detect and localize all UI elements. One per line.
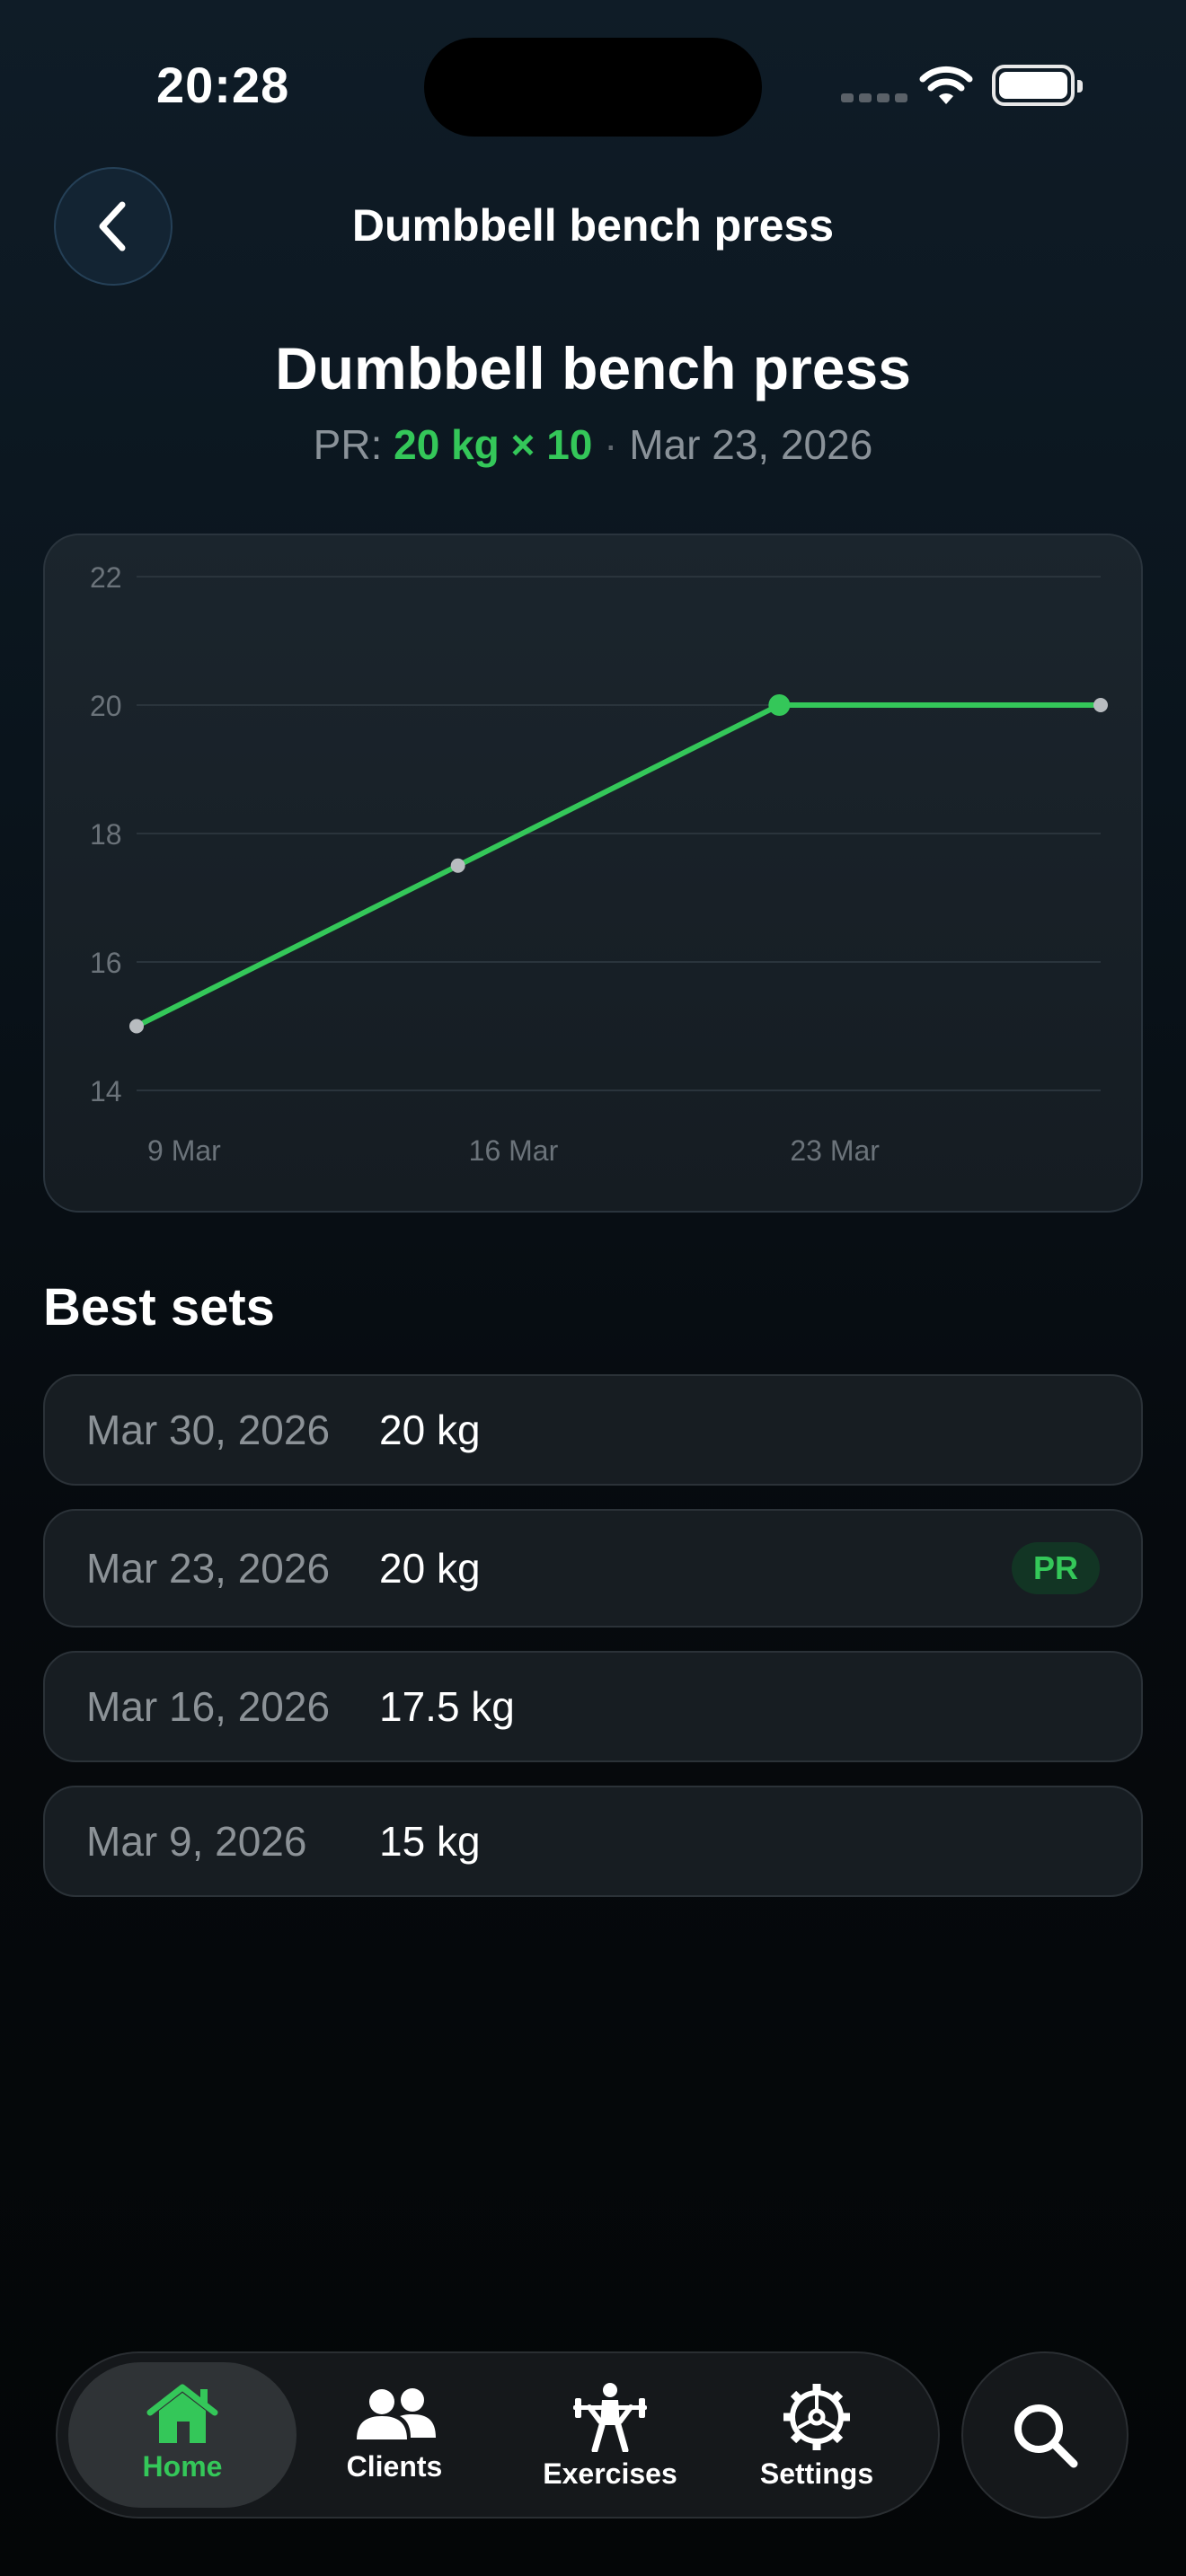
tab-label: Settings [759, 2457, 874, 2490]
status-bar: 20:28 [0, 0, 1186, 171]
pr-label: PR: [313, 421, 383, 468]
pr-separator: · [604, 421, 618, 468]
chart-point [129, 1019, 144, 1034]
progress-chart-card: 14 16 18 20 22 9 Mar 16 Mar 23 Mar [43, 534, 1143, 1213]
tab-home[interactable]: Home [68, 2362, 296, 2508]
wifi-icon [919, 66, 973, 104]
weightlifter-icon [573, 2383, 647, 2452]
tab-settings[interactable]: Settings [713, 2362, 920, 2508]
set-weight: 17.5 kg [379, 1683, 515, 1730]
chart-y-tick-label: 22 [90, 561, 122, 594]
best-set-row[interactable]: Mar 23, 2026 20 kg PR [43, 1509, 1143, 1628]
status-time: 20:28 [156, 57, 290, 113]
set-weight: 20 kg [379, 1545, 481, 1592]
set-date: Mar 23, 2026 [86, 1545, 331, 1592]
set-date: Mar 30, 2026 [86, 1407, 331, 1453]
back-button[interactable] [54, 167, 173, 286]
chart-x-tick-label: 16 Mar [469, 1134, 559, 1167]
battery-icon [992, 65, 1083, 106]
best-set-row[interactable]: Mar 30, 2026 20 kg [43, 1374, 1143, 1486]
tab-label: Clients [346, 2450, 443, 2483]
tab-label: Exercises [543, 2457, 677, 2490]
chart-pr-point [768, 694, 791, 716]
home-icon [146, 2384, 218, 2443]
tab-bar: Home Clients Exercises [56, 2351, 940, 2519]
chart-y-tick-label: 14 [90, 1075, 122, 1107]
gear-icon [783, 2384, 850, 2450]
nav-title: Dumbbell bench press [351, 200, 835, 251]
best-set-row[interactable]: Mar 9, 2026 15 kg [43, 1786, 1143, 1897]
set-date: Mar 16, 2026 [86, 1683, 331, 1730]
progress-chart: 14 16 18 20 22 9 Mar 16 Mar 23 Mar [90, 561, 1108, 1167]
tab-label: Home [142, 2450, 223, 2483]
chart-y-tick-label: 20 [90, 690, 122, 722]
best-sets-title: Best sets [43, 1278, 275, 1337]
search-button[interactable] [961, 2351, 1128, 2519]
search-icon [1014, 2404, 1078, 2468]
set-weight: 20 kg [379, 1407, 481, 1453]
dynamic-island [424, 38, 762, 137]
clients-icon [357, 2388, 436, 2439]
chart-x-tick-label: 23 Mar [790, 1134, 880, 1167]
exercise-title: Dumbbell bench press [275, 335, 911, 401]
pr-value: 20 kg × 10 [394, 421, 593, 468]
chart-y-tick-label: 18 [90, 818, 122, 851]
chart-point [1093, 698, 1108, 712]
set-weight: 15 kg [379, 1818, 481, 1865]
best-set-row[interactable]: Mar 16, 2026 17.5 kg [43, 1651, 1143, 1762]
chevron-left-icon [99, 201, 126, 251]
pr-date: Mar 23, 2026 [629, 421, 873, 468]
cellular-signal-icon [841, 93, 907, 102]
chart-series-line [134, 702, 1103, 1029]
pr-badge: PR [1012, 1542, 1100, 1594]
tab-exercises[interactable]: Exercises [507, 2362, 713, 2508]
set-date: Mar 9, 2026 [86, 1818, 307, 1865]
personal-record-line: PR: 20 kg × 10 · Mar 23, 2026 [0, 420, 1186, 469]
chart-y-tick-label: 16 [90, 947, 122, 979]
chart-x-tick-label: 9 Mar [147, 1134, 221, 1167]
tab-clients[interactable]: Clients [300, 2362, 489, 2508]
chart-point [450, 858, 465, 873]
